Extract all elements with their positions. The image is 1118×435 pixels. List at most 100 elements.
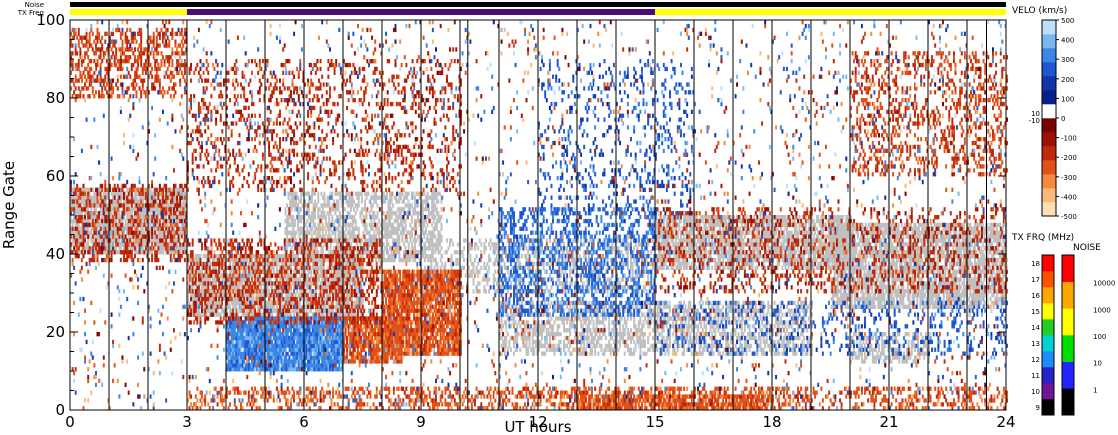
data-cell [750, 238, 753, 243]
data-cell [818, 250, 821, 255]
data-cell [434, 222, 437, 228]
data-cell [720, 254, 723, 259]
data-cell [370, 195, 373, 200]
data-cell [182, 218, 185, 224]
data-cell [299, 277, 302, 282]
data-cell [146, 226, 149, 231]
data-cell [803, 230, 806, 235]
data-cell [162, 250, 164, 255]
data-cell [261, 269, 264, 274]
data-cell [137, 242, 140, 247]
data-cell [404, 195, 407, 200]
data-cell [282, 273, 285, 278]
data-cell [257, 257, 260, 263]
data-cell [697, 250, 700, 255]
data-cell [71, 195, 74, 200]
data-cell [786, 234, 788, 239]
data-cell [379, 222, 382, 228]
data-cell [357, 230, 360, 235]
data-cell [409, 254, 412, 259]
data-cell [74, 211, 77, 216]
data-cell [376, 215, 379, 220]
data-cell [715, 238, 718, 243]
data-cell [196, 257, 199, 263]
data-cell [831, 218, 834, 224]
data-cell [700, 242, 703, 247]
data-cell [180, 203, 183, 208]
data-cell [96, 211, 99, 216]
data-cell [210, 285, 213, 290]
data-cell [99, 242, 102, 247]
data-cell [102, 218, 105, 224]
data-cell [694, 261, 696, 267]
data-cell [339, 218, 342, 224]
data-cell [833, 273, 836, 278]
data-cell [173, 215, 175, 220]
data-cell [318, 230, 321, 235]
data-cell [709, 215, 712, 220]
data-cell [140, 226, 143, 231]
data-cell [160, 246, 163, 251]
data-cell [768, 246, 771, 251]
data-cell [728, 242, 731, 247]
data-cell [754, 238, 757, 243]
data-cell [344, 277, 347, 282]
data-cell [99, 211, 102, 216]
data-cell [119, 215, 122, 220]
data-cell [798, 222, 801, 228]
data-cell [93, 238, 96, 243]
data-cell [414, 226, 416, 231]
data-cell [118, 238, 121, 243]
data-cell [335, 273, 338, 278]
data-cell [800, 265, 803, 270]
data-cell [715, 265, 718, 270]
data-cell [82, 187, 85, 192]
data-cell [323, 242, 326, 247]
data-cell [112, 199, 115, 204]
data-cell [345, 199, 348, 204]
data-cell [792, 218, 795, 224]
data-cell [240, 293, 242, 298]
data-cell [236, 300, 239, 306]
data-cell [105, 238, 108, 243]
data-cell [166, 207, 169, 212]
data-cell [675, 242, 678, 247]
data-cell [336, 265, 339, 270]
data-cell [348, 234, 351, 239]
data-cell [357, 195, 360, 200]
data-cell [742, 238, 745, 243]
data-cell [241, 296, 244, 302]
data-cell [280, 261, 283, 267]
data-cell [236, 273, 239, 278]
data-cell [792, 261, 795, 267]
data-cell [782, 222, 785, 228]
data-cell [311, 226, 313, 231]
data-cell [773, 234, 776, 239]
txfreq-bar-label: TX Freq [17, 9, 44, 17]
data-cell [297, 300, 300, 306]
data-cell [850, 215, 852, 220]
data-cell [137, 238, 140, 243]
data-cell [334, 218, 337, 224]
data-cell [346, 312, 349, 317]
data-cell [233, 261, 236, 267]
data-cell [712, 257, 715, 263]
data-cell [289, 215, 292, 220]
data-cell [311, 199, 313, 204]
data-cell [708, 238, 710, 243]
data-cell [266, 277, 269, 282]
data-cell [344, 308, 347, 313]
data-cell [232, 261, 235, 267]
data-cell [698, 234, 701, 239]
data-cell [361, 265, 364, 270]
data-cell [201, 273, 203, 278]
data-cell [828, 246, 831, 251]
data-cell [722, 230, 725, 235]
data-cell [846, 215, 849, 220]
data-cell [670, 265, 673, 270]
data-cell [261, 281, 264, 286]
data-cell [275, 289, 278, 294]
data-cell [709, 222, 712, 228]
data-cell [676, 257, 679, 263]
data-cell [263, 296, 266, 302]
